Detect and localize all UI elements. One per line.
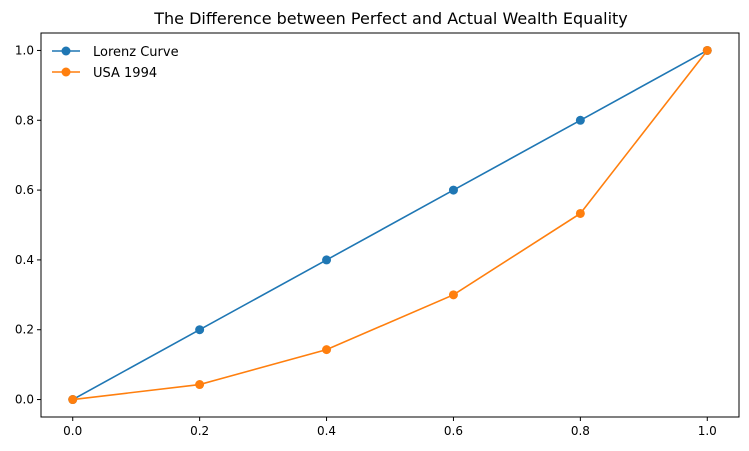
data-point-1-0	[68, 395, 78, 405]
axes: 0.0 0.2 0.4 0.6 0.8 1.0 0.0 0.2 0.4 0.6 0.8 1.0	[15, 32, 740, 438]
y-tick-label: 0.0	[15, 393, 34, 407]
legend-marker-0	[61, 46, 71, 56]
y-tick-label: 0.4	[15, 253, 34, 267]
x-tick-label: 0.8	[571, 424, 590, 438]
legend-label-0: Lorenz Curve	[93, 45, 179, 60]
data-point-0-3	[448, 185, 458, 195]
series-line-0	[72, 49, 708, 401]
y-tick-label: 0.6	[15, 183, 34, 197]
data-point-0-2	[322, 255, 332, 265]
x-tick-label: 0.6	[444, 424, 463, 438]
plot-area	[68, 45, 712, 405]
y-tick-label: 0.2	[15, 323, 34, 337]
data-point-1-4	[575, 208, 585, 218]
legend: Lorenz Curve USA 1994	[52, 45, 179, 81]
x-tick-label: 0.2	[190, 424, 209, 438]
x-tick-label: 1.0	[698, 424, 717, 438]
y-tick-label: 0.8	[15, 113, 34, 127]
data-point-0-4	[575, 115, 585, 125]
data-point-1-1	[195, 380, 205, 390]
data-point-1-3	[448, 290, 458, 300]
series-line-1	[72, 49, 708, 401]
data-point-1-5	[702, 45, 712, 55]
x-tick-label: 0.4	[317, 424, 336, 438]
data-point-1-2	[322, 345, 332, 355]
x-tick-label: 0.0	[63, 424, 82, 438]
legend-label-1: USA 1994	[93, 66, 157, 81]
plot-frame	[40, 32, 740, 418]
chart-title: The Difference between Perfect and Actua…	[153, 9, 628, 28]
data-point-0-1	[195, 325, 205, 335]
legend-marker-1	[61, 67, 71, 77]
y-tick-label: 1.0	[15, 43, 34, 57]
